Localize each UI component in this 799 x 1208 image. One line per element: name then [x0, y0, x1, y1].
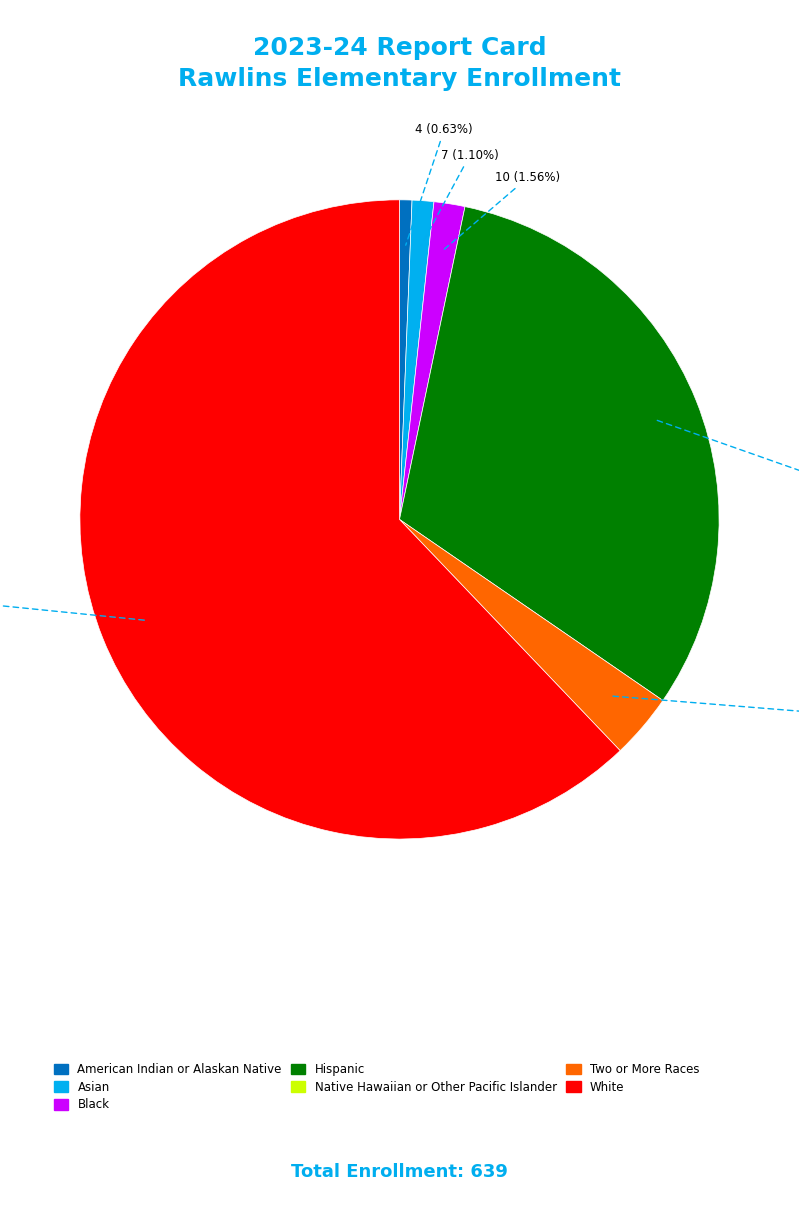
Text: 2023-24 Report Card: 2023-24 Report Card — [252, 36, 547, 60]
Wedge shape — [400, 201, 434, 519]
Text: 397 (62.13%): 397 (62.13%) — [0, 583, 145, 620]
Text: Rawlins Elementary Enrollment: Rawlins Elementary Enrollment — [178, 66, 621, 91]
Wedge shape — [400, 519, 663, 750]
Text: 4 (0.63%): 4 (0.63%) — [406, 123, 473, 245]
Text: Total Enrollment: 639: Total Enrollment: 639 — [291, 1163, 508, 1180]
Wedge shape — [400, 199, 412, 519]
Text: 10 (1.56%): 10 (1.56%) — [444, 172, 561, 249]
Legend: American Indian or Alaskan Native, Asian, Black, Hispanic, Native Hawaiian or Ot: American Indian or Alaskan Native, Asian… — [54, 1063, 700, 1111]
Wedge shape — [80, 199, 620, 840]
Text: 21 (3.29%): 21 (3.29%) — [609, 696, 799, 724]
Wedge shape — [400, 207, 719, 701]
Wedge shape — [400, 202, 465, 519]
Text: 7 (1.10%): 7 (1.10%) — [421, 149, 499, 246]
Text: 200 (31.30%): 200 (31.30%) — [654, 419, 799, 510]
